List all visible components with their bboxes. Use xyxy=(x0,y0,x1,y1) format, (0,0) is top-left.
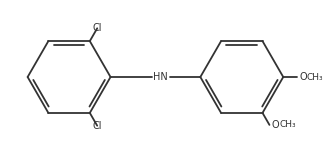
Text: CH₃: CH₃ xyxy=(307,73,324,82)
Text: HN: HN xyxy=(154,72,168,82)
Text: Cl: Cl xyxy=(93,121,102,131)
Text: O: O xyxy=(272,120,279,130)
Text: Cl: Cl xyxy=(93,23,102,33)
Text: O: O xyxy=(299,72,307,82)
Text: CH₃: CH₃ xyxy=(279,120,296,129)
